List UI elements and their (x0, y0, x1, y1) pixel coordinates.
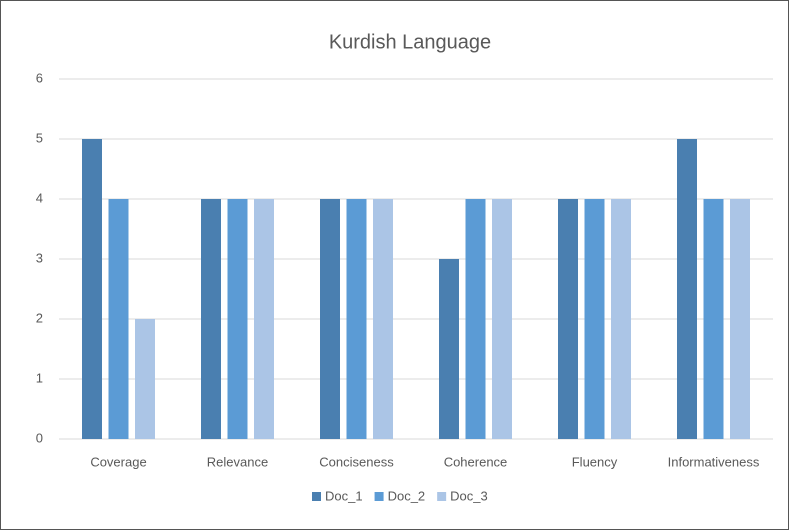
y-tick-label: 0 (36, 430, 43, 445)
y-tick-label: 4 (36, 190, 43, 205)
y-tick-label: 5 (36, 130, 43, 145)
legend-label: Doc_3 (450, 488, 488, 503)
bar (201, 199, 221, 439)
y-tick-label: 3 (36, 250, 43, 265)
bar (492, 199, 512, 439)
x-tick-label: Conciseness (319, 454, 394, 469)
chart-title: Kurdish Language (329, 31, 491, 53)
x-tick-label: Informativeness (668, 454, 760, 469)
legend-label: Doc_2 (388, 488, 426, 503)
bar (465, 199, 486, 439)
x-tick-label: Fluency (572, 454, 618, 469)
bar (611, 199, 631, 439)
y-tick-label: 6 (36, 70, 43, 85)
bar (135, 319, 155, 439)
bar (82, 139, 102, 439)
legend-swatch (437, 492, 447, 501)
bar (227, 199, 248, 439)
bar (320, 199, 340, 439)
legend-label: Doc_1 (325, 488, 363, 503)
bar (730, 199, 750, 439)
x-tick-label: Coherence (444, 454, 508, 469)
bar (584, 199, 605, 439)
bar (373, 199, 393, 439)
y-tick-label: 1 (36, 370, 43, 385)
bar (346, 199, 367, 439)
bar (677, 139, 697, 439)
x-tick-label: Relevance (207, 454, 268, 469)
bar (703, 199, 724, 439)
bar (254, 199, 274, 439)
x-tick-label: Coverage (90, 454, 146, 469)
y-tick-label: 2 (36, 310, 43, 325)
bar (439, 259, 459, 439)
bar (558, 199, 578, 439)
legend-swatch (312, 492, 321, 501)
bar (108, 199, 129, 439)
legend-swatch (374, 492, 384, 501)
